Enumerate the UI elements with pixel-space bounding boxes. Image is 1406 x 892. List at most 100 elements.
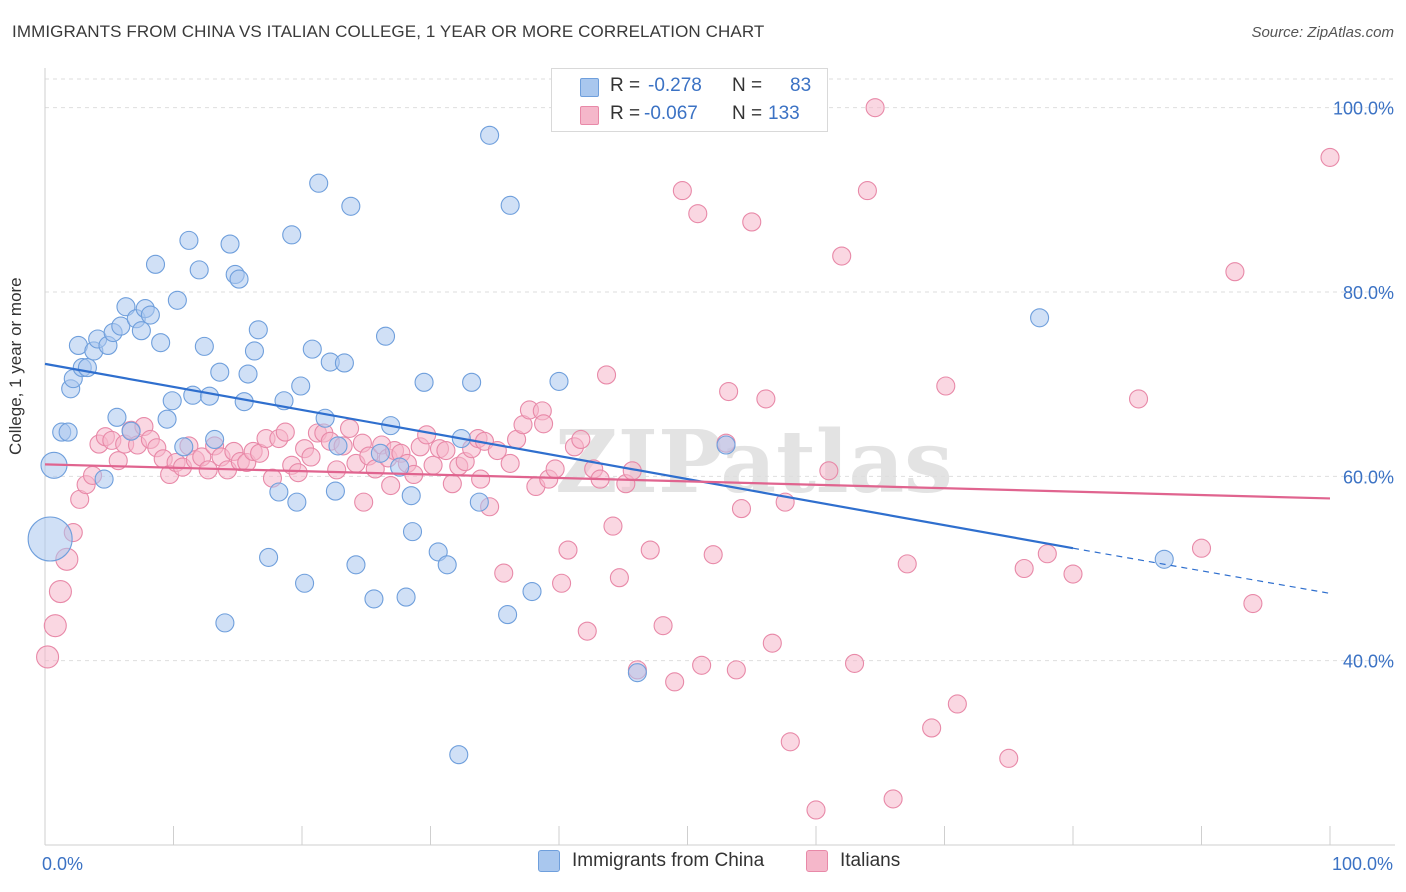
italians-point: [731, 499, 752, 519]
italians-point: [609, 568, 629, 588]
china-point: [302, 339, 322, 359]
china-point: [480, 125, 500, 145]
china-point: [210, 362, 230, 382]
italians-point: [1191, 538, 1212, 558]
italians-trend-line: [44, 463, 1331, 500]
china-point: [162, 391, 182, 411]
r-label: R =: [610, 75, 641, 96]
china-point: [194, 336, 214, 356]
china-point: [449, 745, 469, 765]
italians-point: [1063, 564, 1083, 584]
italians-point: [762, 633, 782, 653]
china-point: [370, 443, 390, 463]
china-point: [121, 421, 141, 441]
italians-point: [545, 459, 565, 479]
china-point: [325, 481, 345, 501]
china-point: [220, 234, 240, 254]
china-point: [145, 254, 166, 274]
italians-point: [327, 460, 347, 480]
china-point: [107, 407, 127, 427]
italians-point: [500, 453, 520, 473]
china-point: [174, 437, 194, 457]
china-point: [500, 195, 520, 215]
china-point: [199, 386, 220, 406]
china-point: [334, 353, 354, 373]
legend-swatch-italians: [806, 850, 828, 872]
china-point: [295, 573, 315, 593]
italians-point: [688, 204, 708, 224]
pink-n-value: 133: [768, 103, 800, 124]
china-point: [401, 486, 421, 506]
italians-point: [275, 422, 295, 442]
china-point: [1030, 308, 1050, 328]
china-point: [27, 516, 73, 562]
italians-point: [471, 469, 491, 489]
x-tick-label: 100.0%: [1332, 854, 1393, 874]
pink-swatch: [580, 106, 599, 125]
blue-n-value: 83: [790, 75, 812, 96]
y-axis-label: College, 1 year or more: [6, 277, 25, 455]
italians-point: [381, 475, 401, 496]
china-point: [328, 436, 348, 456]
china-point: [716, 435, 736, 455]
china-point: [131, 321, 151, 341]
legend-item-china: Immigrants from China: [538, 850, 764, 872]
china-point: [157, 409, 177, 429]
italians-point: [999, 748, 1019, 768]
italians-point: [1320, 147, 1340, 167]
watermark: ZIPatlas: [555, 412, 953, 513]
italians-point: [742, 212, 762, 232]
y-tick-label: 60.0%: [1343, 467, 1394, 487]
italians-point: [897, 554, 917, 574]
italians-point: [571, 429, 591, 450]
legend-item-italians: Italians: [806, 850, 900, 872]
y-tick-label: 80.0%: [1343, 283, 1394, 303]
italians-point: [640, 540, 660, 560]
china-point: [402, 522, 423, 542]
italians-point: [36, 645, 60, 669]
china-point: [346, 555, 366, 575]
china-point: [77, 358, 97, 378]
china-point: [58, 422, 78, 442]
china-point: [205, 429, 225, 450]
china-point: [396, 587, 416, 607]
china-point: [94, 469, 114, 489]
n-label: N =: [732, 103, 763, 124]
italians-point: [558, 540, 578, 560]
n-label: N =: [732, 75, 763, 96]
italians-point: [43, 614, 67, 638]
stats-row-blue: R = -0.278 N = 83: [552, 72, 827, 100]
italians-point: [354, 492, 374, 512]
china-point: [140, 305, 160, 325]
italians-point: [665, 672, 685, 692]
italians-point: [832, 246, 852, 266]
italians-point: [844, 653, 865, 673]
y-tick-label: 40.0%: [1343, 652, 1394, 672]
italians-point: [819, 461, 839, 481]
china-point: [309, 173, 329, 193]
legend-swatch-china: [538, 850, 560, 872]
italians-point: [577, 621, 597, 641]
italians-point: [552, 573, 572, 593]
china-point: [287, 492, 307, 512]
china-point: [248, 320, 268, 340]
italians-point: [883, 789, 903, 809]
china-point: [229, 269, 249, 289]
italians-point: [756, 389, 776, 409]
italians-point: [1037, 544, 1057, 564]
china-point: [414, 372, 434, 392]
italians-point: [494, 563, 514, 583]
legend-label-italians: Italians: [840, 850, 901, 871]
stats-legend: R = -0.278 N = 83 R = -0.067 N = 133: [551, 68, 828, 132]
china-point: [111, 316, 131, 336]
china-point: [238, 364, 258, 384]
bottom-legend: Immigrants from China Italians: [0, 850, 1406, 880]
stats-row-pink: R = -0.067 N = 133: [552, 100, 827, 128]
china-point: [522, 581, 542, 602]
italians-point: [857, 181, 877, 201]
italians-point: [806, 800, 826, 820]
china-point: [390, 457, 410, 477]
y-tick-label: 100.0%: [1333, 99, 1394, 119]
china-point: [549, 371, 569, 391]
